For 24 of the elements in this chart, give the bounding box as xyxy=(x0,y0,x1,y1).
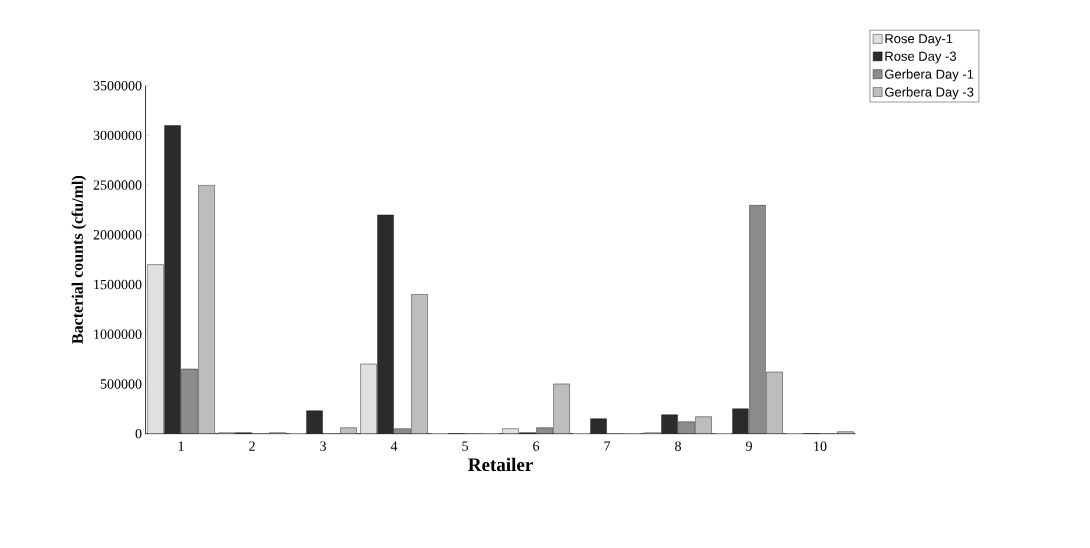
x-tick-label: 8 xyxy=(675,441,682,451)
y-tick-label: 2500000 xyxy=(93,180,142,190)
y-axis-title: Bacterial counts (cfu/ml) xyxy=(71,175,87,344)
y-tick-label: 500000 xyxy=(100,379,142,389)
y-tick-label: 3000000 xyxy=(93,130,142,141)
legend-label: Rose Day -3 xyxy=(885,51,957,64)
x-tick-label: 7 xyxy=(604,441,611,451)
x-tick-label: 6 xyxy=(533,441,540,451)
legend-label: Gerbera Day -1 xyxy=(885,69,974,82)
x-tick-label: 1 xyxy=(178,441,184,451)
y-tick-label: 0 xyxy=(135,428,142,439)
x-tick-label: 9 xyxy=(746,441,752,451)
x-tick-label: 2 xyxy=(249,441,255,451)
x-tick-label: 4 xyxy=(390,441,398,451)
legend-label: Gerbera Day -3 xyxy=(885,87,974,100)
y-tick-label: 1500000 xyxy=(94,279,142,290)
x-axis-title: Retailer xyxy=(468,457,533,472)
y-tick-label: 3500000 xyxy=(93,80,142,91)
x-tick-label: 10 xyxy=(814,441,827,451)
x-tick-label: 3 xyxy=(320,441,327,451)
x-tick-label: 5 xyxy=(462,441,469,451)
legend-label: Rose Day-1 xyxy=(885,34,953,46)
y-tick-label: 1000000 xyxy=(94,329,142,339)
y-tick-label: 2000000 xyxy=(93,230,142,240)
